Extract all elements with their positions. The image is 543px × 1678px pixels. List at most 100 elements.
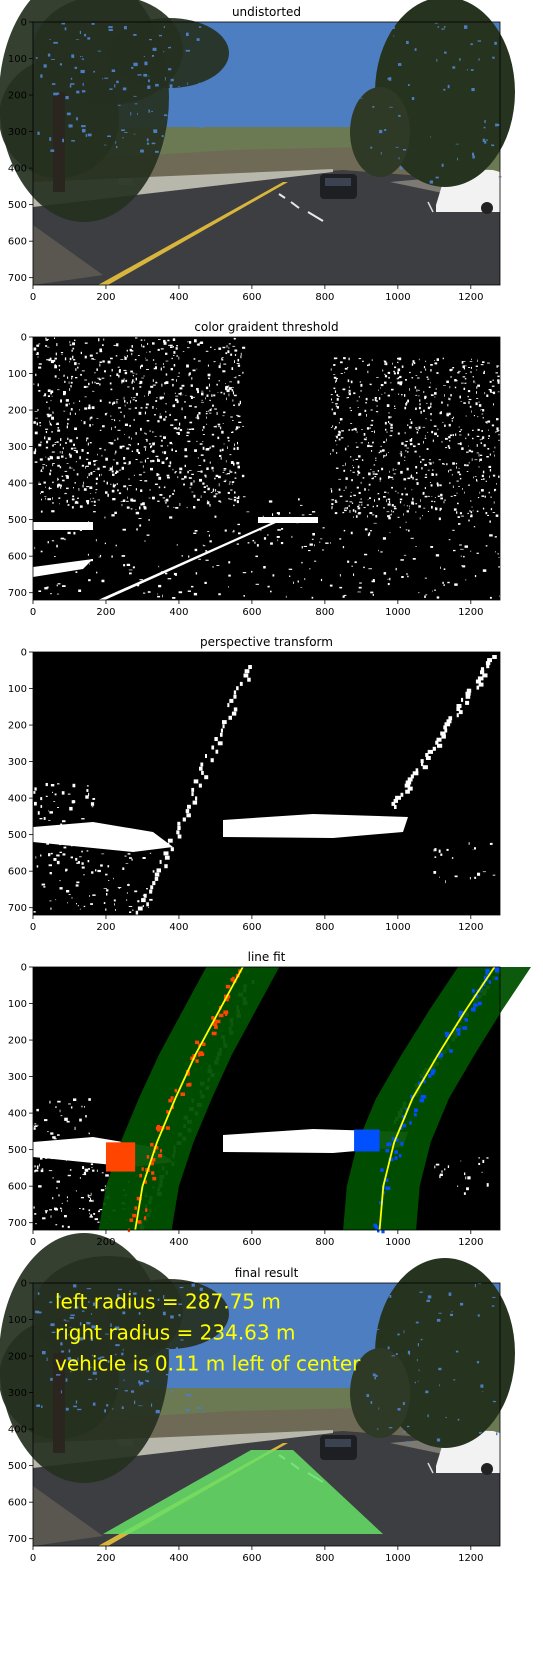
edge-pixel [381,393,383,395]
edge-pixel [491,424,495,427]
edge-pixel [480,409,481,411]
edge-pixel [468,449,471,452]
edge-pixel [222,370,226,373]
noise-pixel [34,1125,38,1127]
edge-pixel [440,497,443,500]
edge-pixel [463,387,466,390]
edge-pixel [149,489,151,491]
edge-pixel [171,448,173,452]
edge-pixel [104,413,107,416]
edge-pixel [362,477,365,479]
edge-pixel [397,357,399,360]
edge-pixel [98,338,100,342]
edge-pixel [410,421,413,424]
edge-pixel [432,469,434,471]
edge-pixel [451,419,453,422]
edge-pixel [443,568,446,570]
edge-pixel [330,368,332,371]
edge-pixel [132,379,134,383]
edge-pixel [214,515,217,518]
noise-pixel [441,1170,443,1173]
edge-pixel [78,589,82,592]
sky-gap [114,1388,118,1390]
edge-pixel [148,393,149,396]
edge-pixel [405,493,408,496]
edge-pixel [127,496,128,499]
noise-pixel [56,840,57,843]
edge-pixel [60,537,65,540]
edge-pixel [133,397,136,399]
edge-pixel [437,428,439,431]
edge-pixel [397,492,399,494]
edge-pixel [333,412,336,415]
sky-gap [169,46,171,48]
edge-pixel [335,380,336,383]
edge-pixel [228,343,231,345]
noise-pixel [55,899,57,901]
sky-gap [455,1350,459,1353]
edge-pixel [487,362,490,364]
edge-pixel [188,428,192,430]
edge-pixel [187,470,189,474]
edge-pixel [345,500,349,502]
edge-pixel [445,447,447,449]
edge-pixel [84,407,88,410]
edge-pixel [84,355,87,359]
edge-pixel [304,578,306,580]
axes-frame: 0 200 400 600 800 1000 12000100200300400500600… [8,635,501,933]
edge-pixel [220,391,223,394]
y-tick-label: 0 [21,1279,27,1290]
sky-gap [129,1290,131,1293]
edge-pixel [431,430,434,434]
edge-pixel [413,445,416,448]
edge-pixel [110,357,113,360]
edge-pixel [280,542,284,545]
noise-pixel [67,1225,70,1229]
edge-pixel [436,358,439,361]
noise-pixel [53,801,56,802]
sky-gap [124,26,127,30]
edge-pixel [135,488,137,491]
edge-pixel [181,478,185,480]
edge-pixel [361,459,364,461]
axes-border [32,21,501,286]
noise-pixel [77,861,80,864]
sky-gap [81,1310,85,1312]
edge-pixel [61,451,63,454]
sky-gap [134,1354,136,1358]
edge-pixel [347,507,348,510]
noise-pixel [49,872,52,875]
edge-pixel [67,422,69,425]
left-lane-pixel [229,698,234,703]
edge-pixel [178,356,180,360]
edge-pixel [145,448,146,451]
edge-pixel [232,345,236,347]
edge-pixel [481,409,484,410]
edge-pixel [351,502,354,504]
edge-pixel [371,419,374,422]
edge-pixel [407,399,409,403]
edge-pixel [397,432,400,435]
edge-pixel [368,472,371,476]
noise-pixel [131,858,133,861]
edge-pixel [418,505,421,508]
y-tick-label: 600 [8,237,27,248]
edge-pixel [152,442,155,446]
noise-pixel [67,902,68,904]
left-lane-pixel [154,872,160,877]
edge-pixel [142,345,145,348]
edge-pixel [234,491,236,494]
edge-pixel [148,497,151,499]
edge-pixel [193,532,197,534]
edge-pixel [372,441,374,444]
noise-pixel [435,1163,440,1166]
edge-pixel [207,531,210,532]
sky-gap [134,103,138,105]
sky-gap [115,141,117,144]
edge-pixel [172,338,176,341]
noise-pixel [89,1199,93,1202]
sky-gap [389,1295,392,1298]
edge-pixel [171,378,174,381]
edge-pixel [195,572,198,575]
sky-gap [56,1374,61,1376]
